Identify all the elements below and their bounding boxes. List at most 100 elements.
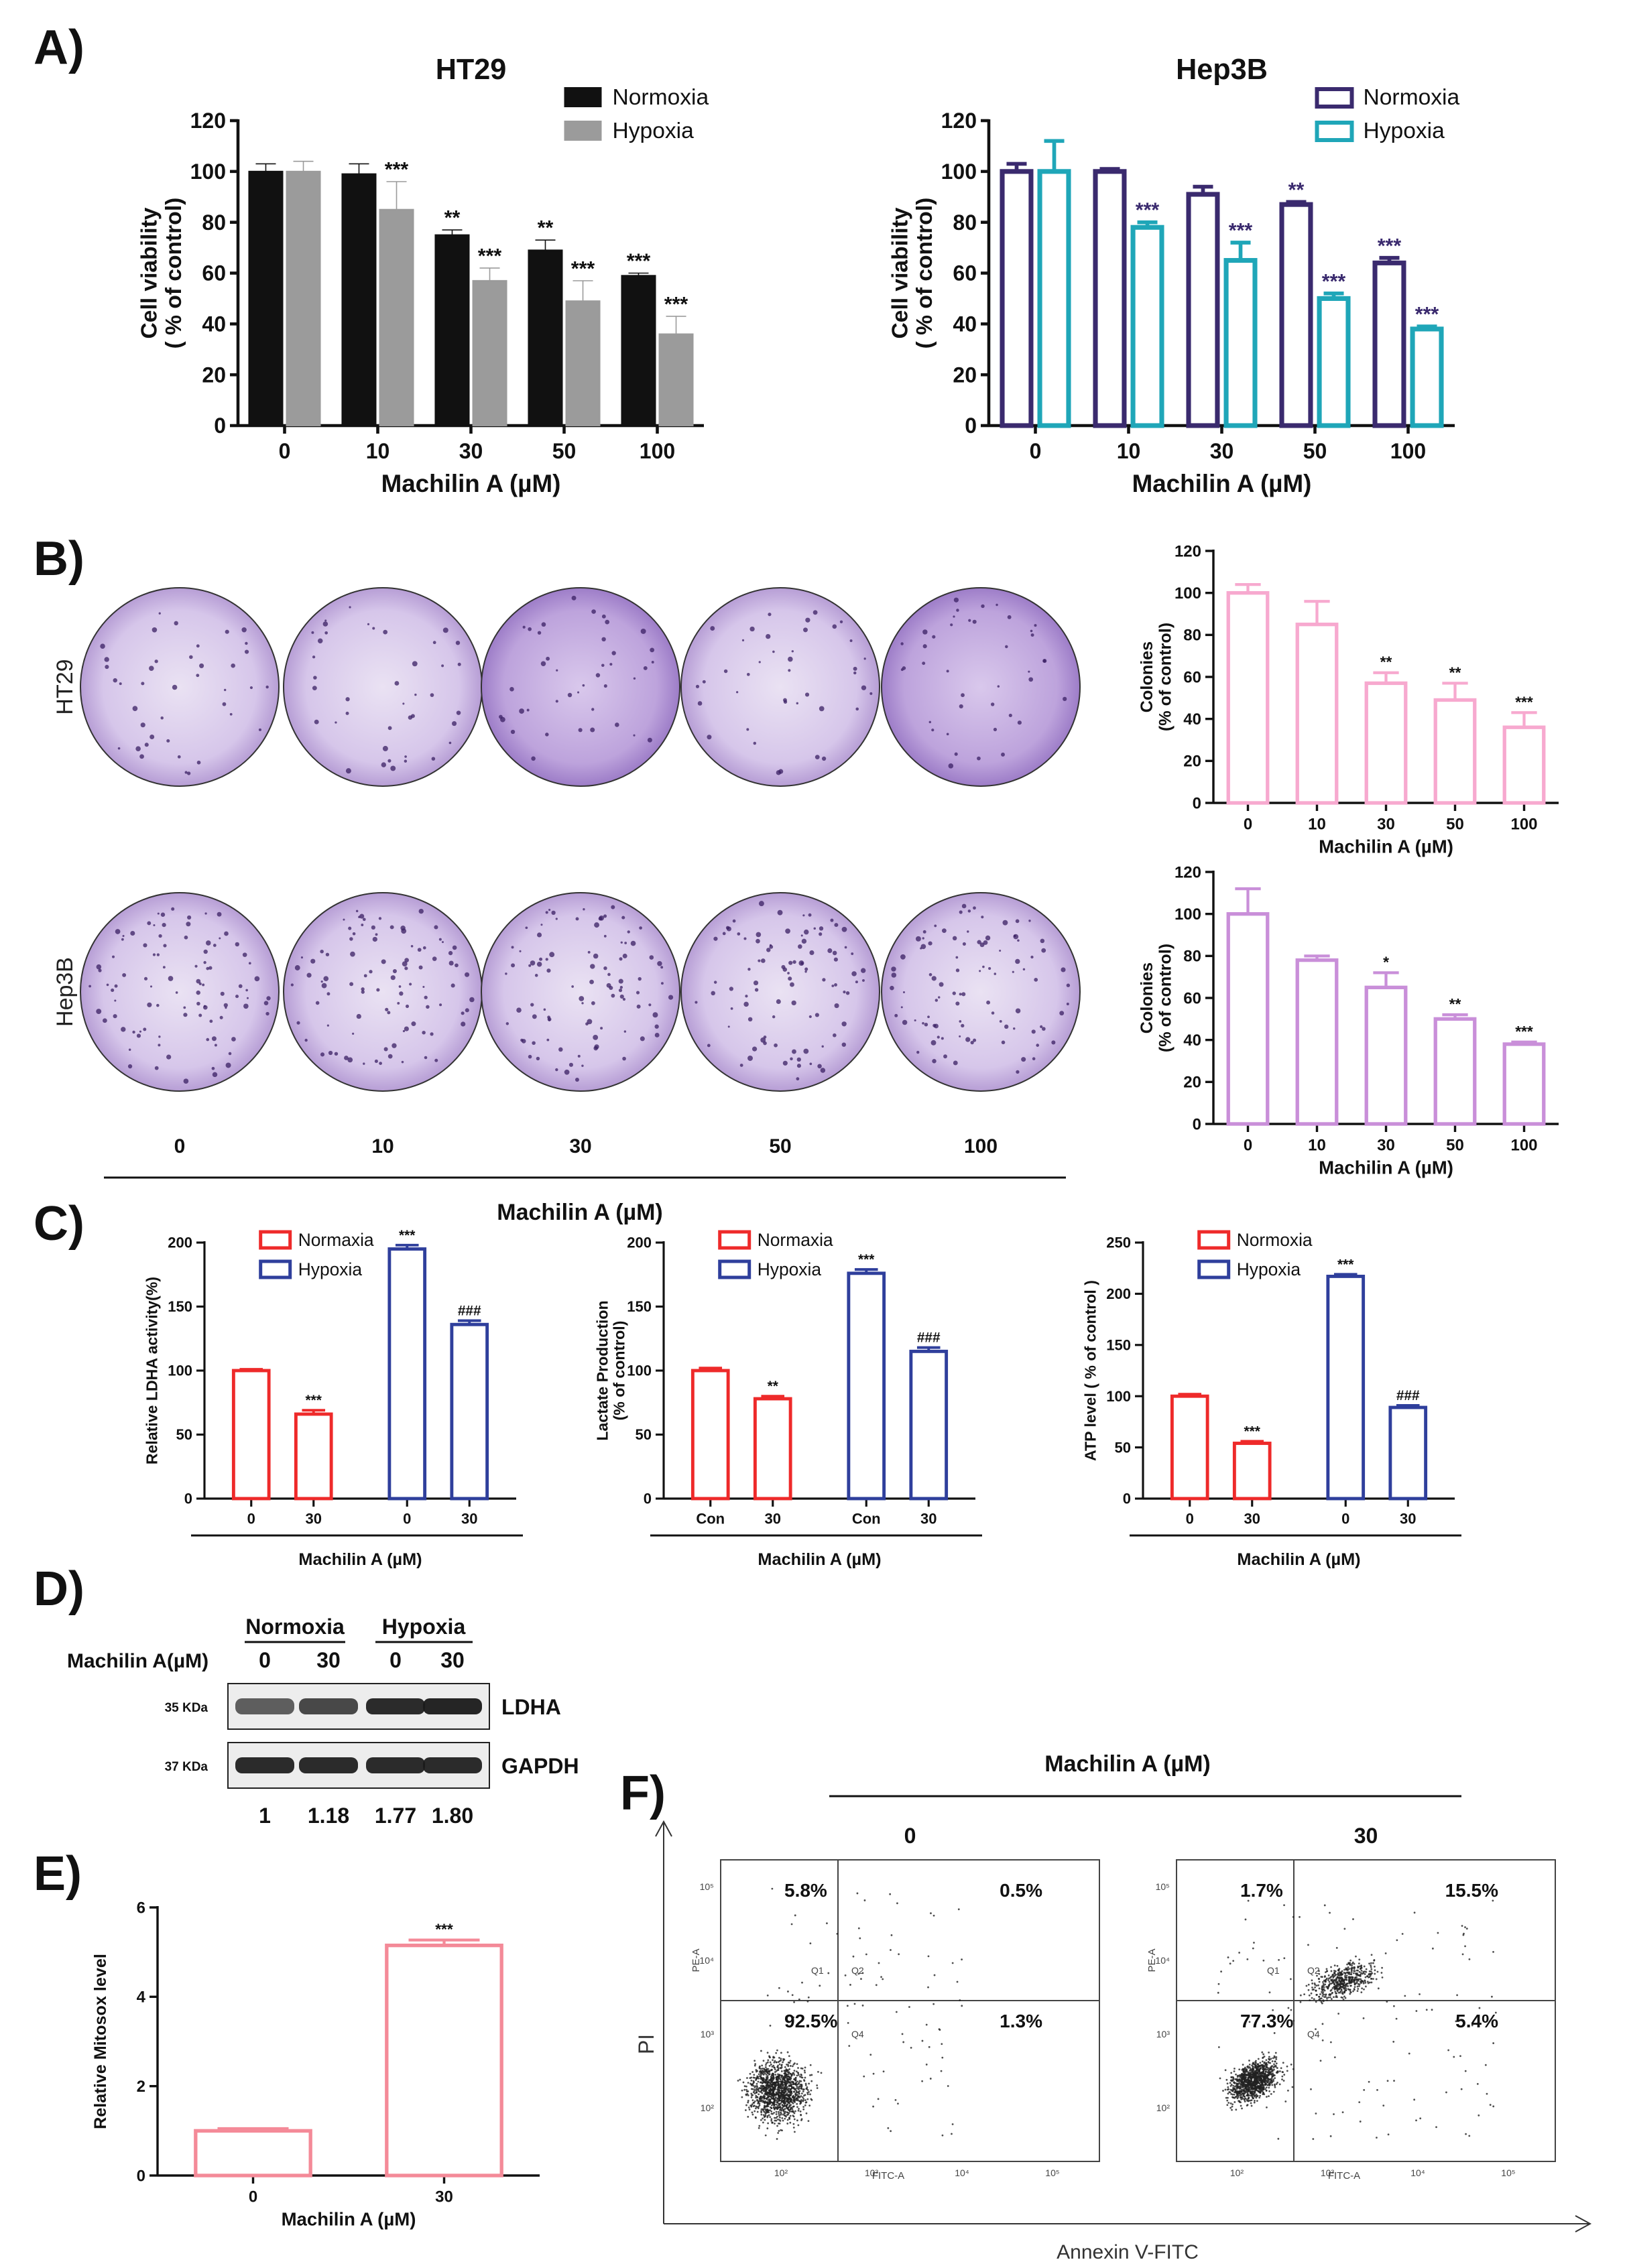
event-dot xyxy=(1346,1963,1348,1966)
colony-dot xyxy=(622,1056,626,1061)
event-dot xyxy=(1265,2089,1268,2092)
event-dot xyxy=(766,2102,768,2104)
event-dot xyxy=(1248,2088,1250,2090)
event-dot xyxy=(776,2069,779,2072)
colony-dot xyxy=(599,915,605,921)
event-dot xyxy=(1471,2024,1473,2027)
series-0-bar xyxy=(1364,985,1408,1126)
event-dot xyxy=(796,2099,799,2102)
significance-label: * xyxy=(1383,953,1389,970)
event-dot xyxy=(809,2074,811,2076)
event-dot xyxy=(1253,2101,1256,2104)
event-dot xyxy=(760,2119,762,2121)
colony-dot xyxy=(172,684,178,690)
event-dot xyxy=(757,2100,760,2103)
colony-dot xyxy=(536,1056,540,1061)
event-dot xyxy=(1492,2042,1495,2044)
series-0-bar xyxy=(1093,169,1127,428)
colony-dot xyxy=(970,1040,974,1045)
event-dot xyxy=(778,2100,780,2102)
event-dot xyxy=(773,2082,776,2084)
colony-dot xyxy=(815,755,820,760)
event-dot xyxy=(1343,1968,1345,1971)
colony-dot xyxy=(235,995,239,999)
x-axis-label: Machilin A (µM) xyxy=(1237,1550,1360,1569)
event-dot xyxy=(1333,1979,1335,1982)
event-dot xyxy=(1251,2064,1253,2067)
event-dot xyxy=(819,1984,821,1987)
colony-dot xyxy=(379,1062,382,1065)
event-dot xyxy=(1247,2097,1250,2099)
colony-dot xyxy=(375,933,378,936)
event-dot xyxy=(800,2119,802,2121)
colony-dot xyxy=(158,934,162,938)
event-dot xyxy=(766,2082,769,2084)
colony-dot xyxy=(211,1036,217,1042)
x-tick-label: 10² xyxy=(774,2167,788,2178)
event-dot xyxy=(1431,2009,1433,2011)
event-dot xyxy=(1353,1962,1356,1965)
event-dot xyxy=(762,2074,765,2076)
event-dot xyxy=(1250,2094,1252,2097)
q-label: Q2 xyxy=(1307,1965,1320,1976)
colony-dot xyxy=(575,917,579,921)
event-dot xyxy=(798,2100,800,2102)
legend-swatch xyxy=(1315,87,1354,109)
colony-dot xyxy=(900,668,904,672)
event-dot xyxy=(1239,2079,1242,2082)
event-dot xyxy=(793,2096,796,2098)
colony-dot xyxy=(819,706,825,712)
y-axis-label: Relative LDHA activity(%) xyxy=(143,1277,161,1464)
event-dot xyxy=(1281,2078,1283,2080)
event-dot xyxy=(768,2081,770,2083)
event-dot xyxy=(755,2117,757,2119)
colony-dot xyxy=(577,691,580,694)
event-dot xyxy=(1491,1995,1493,1998)
event-dot xyxy=(789,2065,792,2067)
colony-dot xyxy=(186,771,191,775)
event-dot xyxy=(895,2011,898,2013)
event-dot xyxy=(1257,2085,1259,2088)
event-dot xyxy=(859,1937,861,1940)
colony-dot xyxy=(821,756,827,761)
series-1-bar xyxy=(1130,225,1164,428)
colony-dot xyxy=(410,945,414,948)
colony-dot xyxy=(547,1015,550,1019)
colony-dot xyxy=(317,638,323,644)
event-dot xyxy=(1370,1966,1372,1968)
colony-dot xyxy=(532,1014,537,1019)
event-dot xyxy=(1374,1965,1376,1968)
event-dot xyxy=(779,2120,782,2122)
legend-swatch xyxy=(1197,1259,1231,1279)
event-dot xyxy=(790,2077,792,2080)
colony-dot xyxy=(1002,920,1008,926)
event-dot xyxy=(1289,1978,1292,1980)
event-dot xyxy=(1250,2102,1252,2104)
event-dot xyxy=(1312,2138,1315,2140)
colony-dot xyxy=(1017,720,1022,725)
event-dot xyxy=(1395,2017,1398,2020)
colony-dot xyxy=(890,985,894,991)
event-dot xyxy=(777,2082,780,2085)
colony-dot xyxy=(335,721,337,724)
event-dot xyxy=(1258,2082,1261,2084)
event-dot xyxy=(1238,2092,1241,2095)
colony-dot xyxy=(1013,934,1016,938)
event-dot xyxy=(1231,2076,1234,2078)
event-dot xyxy=(1238,2100,1240,2102)
colony-dot xyxy=(206,940,211,946)
event-dot xyxy=(1329,1996,1331,1999)
event-dot xyxy=(1468,1958,1471,1960)
colony-dot xyxy=(225,1062,231,1068)
event-dot xyxy=(769,2087,772,2090)
event-dot xyxy=(802,2088,804,2090)
event-dot xyxy=(773,2094,776,2096)
colony-dot xyxy=(962,942,966,946)
event-dot xyxy=(927,1986,929,1989)
event-dot xyxy=(1336,1964,1339,1967)
event-dot xyxy=(1336,1981,1339,1983)
colony-dot xyxy=(620,941,623,944)
colony-dot xyxy=(743,937,747,940)
event-dot xyxy=(778,2106,781,2108)
event-dot xyxy=(902,2041,905,2043)
